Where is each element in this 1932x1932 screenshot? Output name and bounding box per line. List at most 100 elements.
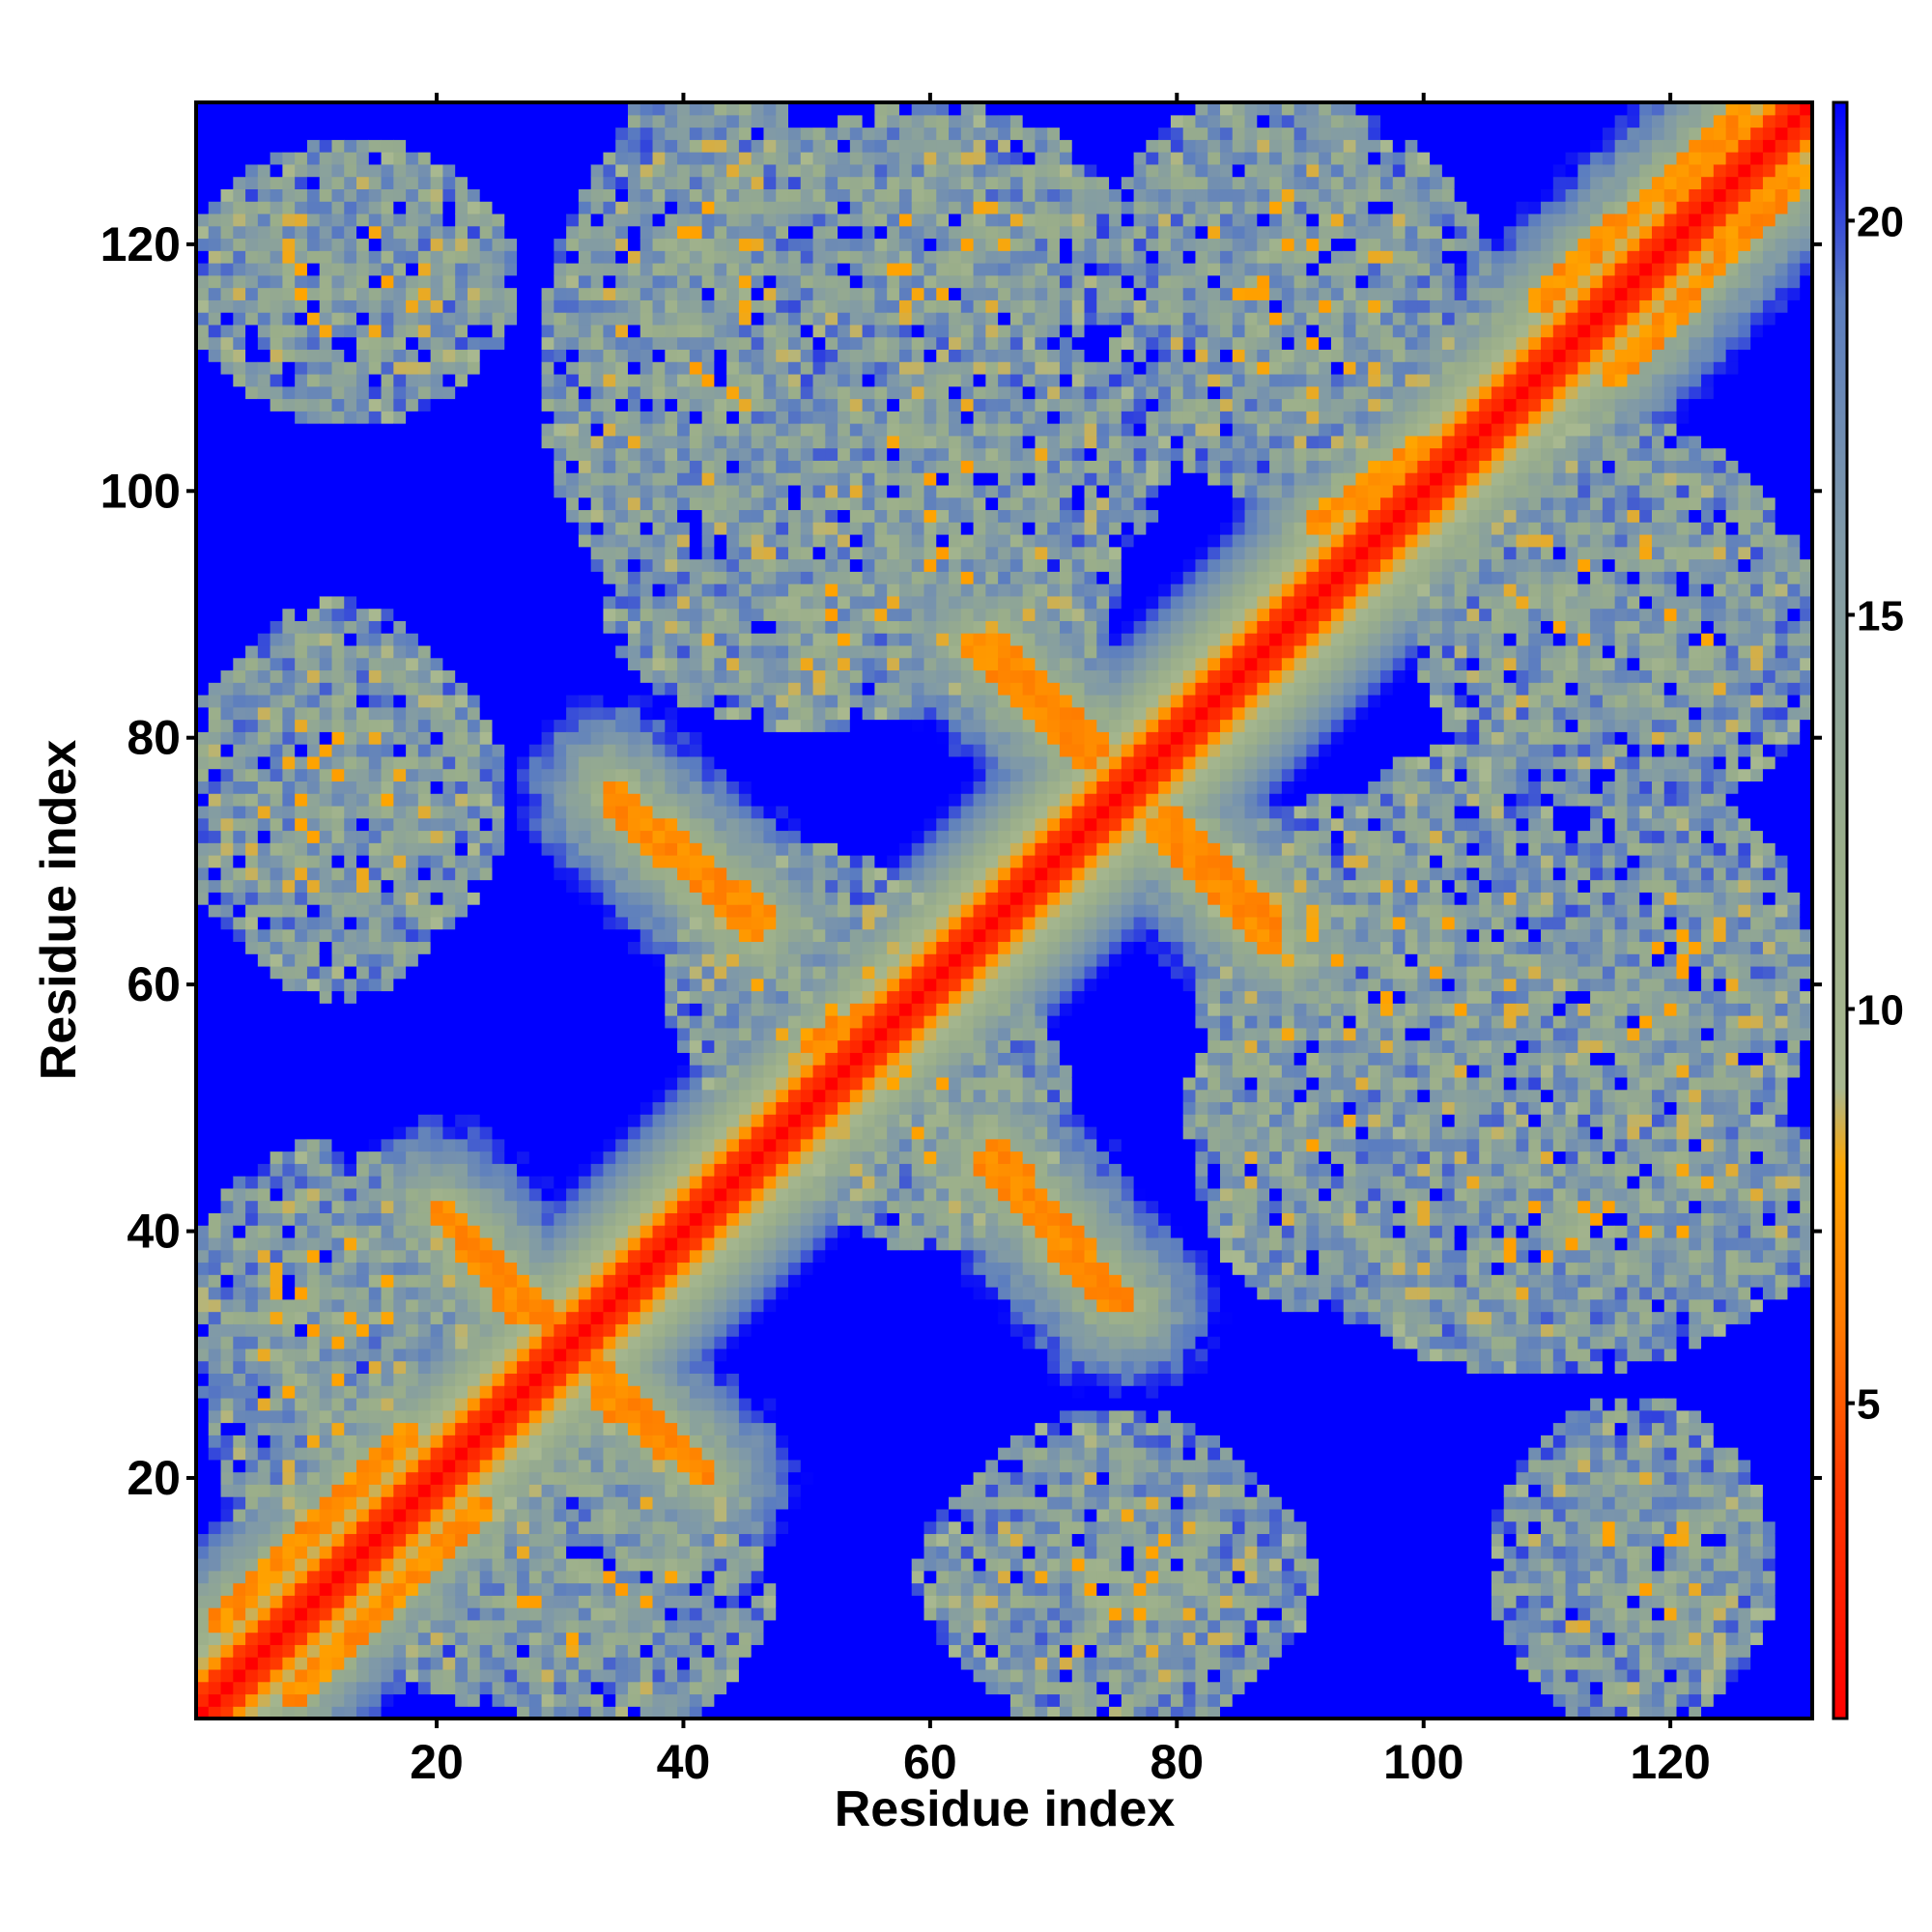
heatmap-cell <box>517 152 529 164</box>
heatmap-cell <box>270 1460 283 1472</box>
heatmap-cell <box>320 1546 332 1558</box>
heatmap-cell <box>529 1028 542 1040</box>
heatmap-cell <box>504 275 517 288</box>
heatmap-cell <box>442 1028 455 1040</box>
heatmap-cell <box>331 1077 344 1090</box>
heatmap-cell <box>517 1460 529 1472</box>
heatmap-cell <box>258 596 270 609</box>
heatmap-cell <box>307 1693 320 1706</box>
heatmap-cell <box>221 188 234 201</box>
heatmap-cell <box>393 213 406 226</box>
heatmap-cell <box>431 1633 443 1645</box>
heatmap-cell <box>442 115 455 128</box>
heatmap-cell <box>307 312 320 325</box>
heatmap-cell <box>628 1163 640 1176</box>
heatmap-cell <box>233 1435 245 1447</box>
heatmap-cell <box>529 534 542 547</box>
heatmap-cell <box>504 1620 517 1633</box>
heatmap-cell <box>517 830 529 842</box>
heatmap-cell <box>406 620 418 633</box>
heatmap-cell <box>529 1693 542 1706</box>
heatmap-cell <box>282 250 295 263</box>
heatmap-cell <box>258 263 270 275</box>
heatmap-cell <box>542 1015 554 1028</box>
heatmap-cell <box>468 411 480 423</box>
heatmap-cell <box>640 1373 653 1385</box>
heatmap-cell <box>209 1212 221 1225</box>
heatmap-cell <box>455 460 468 472</box>
heatmap-cell <box>493 1521 505 1534</box>
heatmap-cell <box>258 1657 270 1669</box>
heatmap-cell <box>431 1237 443 1250</box>
heatmap-cell <box>504 1176 517 1188</box>
heatmap-cell <box>369 1250 382 1263</box>
heatmap-cell <box>406 1583 418 1596</box>
heatmap-cell <box>468 695 480 707</box>
heatmap-cell <box>615 275 628 288</box>
heatmap-cell <box>640 1693 653 1706</box>
heatmap-cell <box>554 1114 566 1126</box>
heatmap-cell <box>579 707 591 720</box>
heatmap-cell <box>615 1484 628 1496</box>
heatmap-cell <box>320 941 332 953</box>
heatmap-cell <box>615 1571 628 1583</box>
heatmap-cell <box>258 299 270 312</box>
heatmap-cell <box>393 299 406 312</box>
heatmap-cell <box>442 361 455 374</box>
heatmap-cell <box>307 1250 320 1263</box>
heatmap-cell <box>382 1336 394 1349</box>
heatmap-cell <box>209 658 221 670</box>
heatmap-cell <box>307 1633 320 1645</box>
heatmap-cell <box>331 806 344 818</box>
heatmap-cell <box>196 534 209 547</box>
heatmap-cell <box>442 188 455 201</box>
heatmap-cell <box>480 966 493 979</box>
heatmap-cell <box>270 1003 283 1015</box>
heatmap-cell <box>615 769 628 781</box>
heatmap-cell <box>331 953 344 966</box>
heatmap-cell <box>418 1373 431 1385</box>
heatmap-cell <box>442 1558 455 1571</box>
heatmap-cell <box>566 979 579 991</box>
heatmap-cell <box>603 1114 615 1126</box>
heatmap-cell <box>431 522 443 534</box>
heatmap-cell <box>529 1225 542 1237</box>
heatmap-cell <box>356 1423 369 1435</box>
heatmap-cell <box>455 1435 468 1447</box>
heatmap-cell <box>579 1028 591 1040</box>
heatmap-cell <box>356 1693 369 1706</box>
heatmap-cell <box>344 1361 356 1374</box>
heatmap-cell <box>356 769 369 781</box>
heatmap-cell <box>356 152 369 164</box>
heatmap-cell <box>468 1015 480 1028</box>
heatmap-cell <box>369 1373 382 1385</box>
heatmap-cell <box>393 250 406 263</box>
heatmap-cell <box>282 953 295 966</box>
heatmap-cell <box>356 1361 369 1374</box>
heatmap-cell <box>480 953 493 966</box>
heatmap-cell <box>468 1299 480 1312</box>
heatmap-cell <box>258 1040 270 1053</box>
heatmap-cell <box>382 781 394 793</box>
heatmap-cell <box>369 1163 382 1176</box>
heatmap-cell <box>369 1558 382 1571</box>
heatmap-cell <box>628 275 640 288</box>
heatmap-cell <box>369 411 382 423</box>
heatmap-cell <box>344 472 356 485</box>
heatmap-cell <box>615 1349 628 1361</box>
heatmap-cell <box>615 288 628 300</box>
heatmap-cell <box>504 633 517 645</box>
heatmap-cell <box>640 806 653 818</box>
heatmap-cell <box>579 547 591 559</box>
heatmap-cell <box>504 559 517 572</box>
heatmap-cell <box>196 818 209 831</box>
heatmap-cell <box>529 1262 542 1274</box>
heatmap-cell <box>245 128 258 140</box>
heatmap-cell <box>307 152 320 164</box>
heatmap-cell <box>628 1139 640 1151</box>
heatmap-cell <box>603 312 615 325</box>
heatmap-cell <box>566 275 579 288</box>
heatmap-cell <box>331 128 344 140</box>
heatmap-cell <box>442 1460 455 1472</box>
heatmap-cell <box>566 448 579 461</box>
